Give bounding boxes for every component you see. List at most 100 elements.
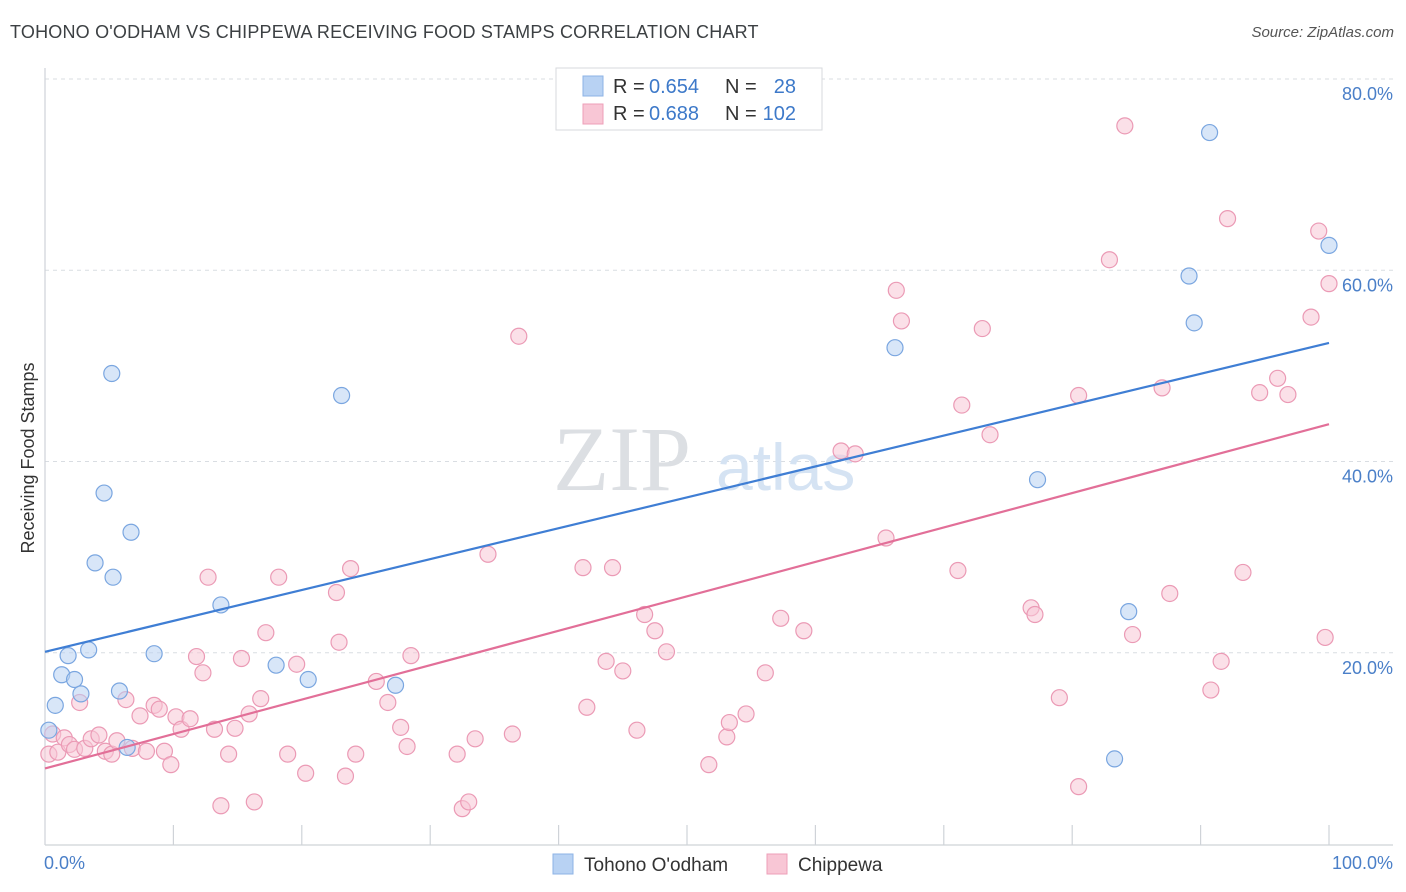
chippewa-point	[245, 793, 263, 811]
chippewa-point	[700, 756, 718, 774]
tohono-point	[103, 364, 121, 383]
chippewa-point	[1234, 563, 1252, 582]
chippewa-point	[574, 559, 592, 577]
legend-r-value-2: 0.688	[649, 103, 699, 125]
chippewa-point	[1050, 689, 1068, 707]
chippewa-point	[503, 725, 521, 743]
chippewa-point	[341, 559, 360, 578]
tohono-point	[104, 568, 122, 586]
chippewa-point	[597, 652, 615, 670]
chippewa-point	[1202, 681, 1220, 699]
chippewa-point	[887, 281, 905, 299]
y-tick-label: 20.0%	[1342, 658, 1393, 678]
chippewa-point	[510, 327, 528, 345]
chippewa-point	[252, 690, 270, 708]
tohono-point	[1320, 236, 1338, 254]
legend-r-value-1: 0.654	[649, 76, 699, 98]
grid-lines	[45, 78, 1393, 654]
chippewa-point	[1316, 628, 1334, 647]
chippewa-point	[131, 707, 149, 725]
chippewa-point	[772, 609, 790, 627]
tohono-point	[886, 339, 904, 357]
tohono-point	[72, 685, 90, 703]
tohono-point	[1028, 471, 1047, 489]
tohono-point	[46, 696, 64, 714]
chippewa-point	[232, 649, 251, 668]
chippewa-point	[720, 713, 738, 732]
watermark-atlas: atlas	[716, 430, 855, 504]
tohono-point	[40, 721, 58, 739]
series-legend-swatch-blue	[552, 853, 574, 875]
tohono-point	[1180, 267, 1198, 285]
chippewa-point	[1161, 584, 1179, 603]
legend-n-label-2: N =	[725, 103, 757, 125]
chippewa-point	[90, 726, 108, 744]
chippewa-point	[1116, 117, 1134, 135]
chippewa-point	[279, 745, 297, 763]
legend-n-value-1: 28	[774, 76, 796, 98]
axes	[44, 68, 1393, 846]
chippewa-point	[162, 756, 180, 774]
watermark: ZIP atlas	[553, 408, 855, 510]
tohono-points	[40, 123, 1338, 768]
chippewa-point	[199, 568, 217, 586]
chippewa-point	[578, 698, 596, 716]
chippewa-point	[1212, 652, 1230, 670]
chippewa-point	[150, 700, 168, 718]
chippewa-point	[137, 742, 156, 760]
tohono-trend-line	[44, 341, 1330, 653]
chippewa-point	[636, 605, 654, 624]
chippewa-point	[270, 568, 288, 586]
chippewa-point	[330, 633, 348, 651]
chippewa-point	[466, 730, 484, 748]
tohono-point	[122, 523, 140, 541]
chippewa-point	[479, 545, 497, 563]
legend-r-label-2: R =	[613, 103, 645, 125]
tohono-point	[145, 645, 163, 663]
legend-swatch-blue	[582, 75, 604, 97]
y-tick-label: 40.0%	[1342, 467, 1393, 487]
series-legend-swatch-pink	[766, 853, 788, 875]
chippewa-point	[327, 583, 346, 602]
chippewa-point	[212, 797, 230, 815]
watermark-zip: ZIP	[553, 408, 691, 510]
chippewa-point	[756, 664, 774, 682]
chippewa-point	[657, 643, 676, 661]
y-axis-label: Receiving Food Stamps	[18, 362, 38, 553]
tohono-point	[95, 484, 113, 502]
chippewa-point	[181, 710, 199, 728]
legend-n-value-2: 102	[763, 103, 796, 125]
chippewa-point	[737, 705, 755, 723]
tohono-point	[333, 386, 351, 405]
chippewa-point	[832, 442, 850, 460]
chippewa-point	[194, 664, 212, 682]
tohono-point	[1200, 123, 1219, 142]
chippewa-point	[187, 647, 206, 666]
chippewa-point	[336, 767, 355, 785]
chippewa-point	[603, 559, 622, 577]
chippewa-point	[379, 693, 397, 712]
tohono-point	[59, 647, 77, 665]
tohono-point	[1120, 603, 1138, 621]
series-legend-label-2: Chippewa	[798, 855, 883, 876]
chippewa-point	[981, 426, 999, 444]
tohono-point	[110, 682, 129, 700]
chippewa-point	[1026, 605, 1044, 624]
tohono-point	[86, 554, 104, 572]
chippewa-point	[953, 396, 971, 414]
source-label: Source: ZipAtlas.com	[1251, 24, 1394, 41]
chippewa-point	[220, 745, 238, 763]
chippewa-point	[973, 319, 991, 338]
chippewa-point	[646, 622, 664, 640]
chippewa-point	[846, 445, 864, 463]
x-tick-label-min: 0.0%	[44, 853, 85, 873]
chippewa-point	[718, 728, 736, 746]
chippewa-point	[460, 793, 478, 811]
tohono-point	[1105, 750, 1124, 768]
chippewa-point	[1123, 625, 1142, 644]
series-legend: Tohono O'odham Chippewa	[552, 853, 883, 876]
chippewa-point	[1302, 308, 1320, 326]
chippewa-point	[1320, 275, 1338, 293]
chippewa-point	[226, 719, 244, 737]
